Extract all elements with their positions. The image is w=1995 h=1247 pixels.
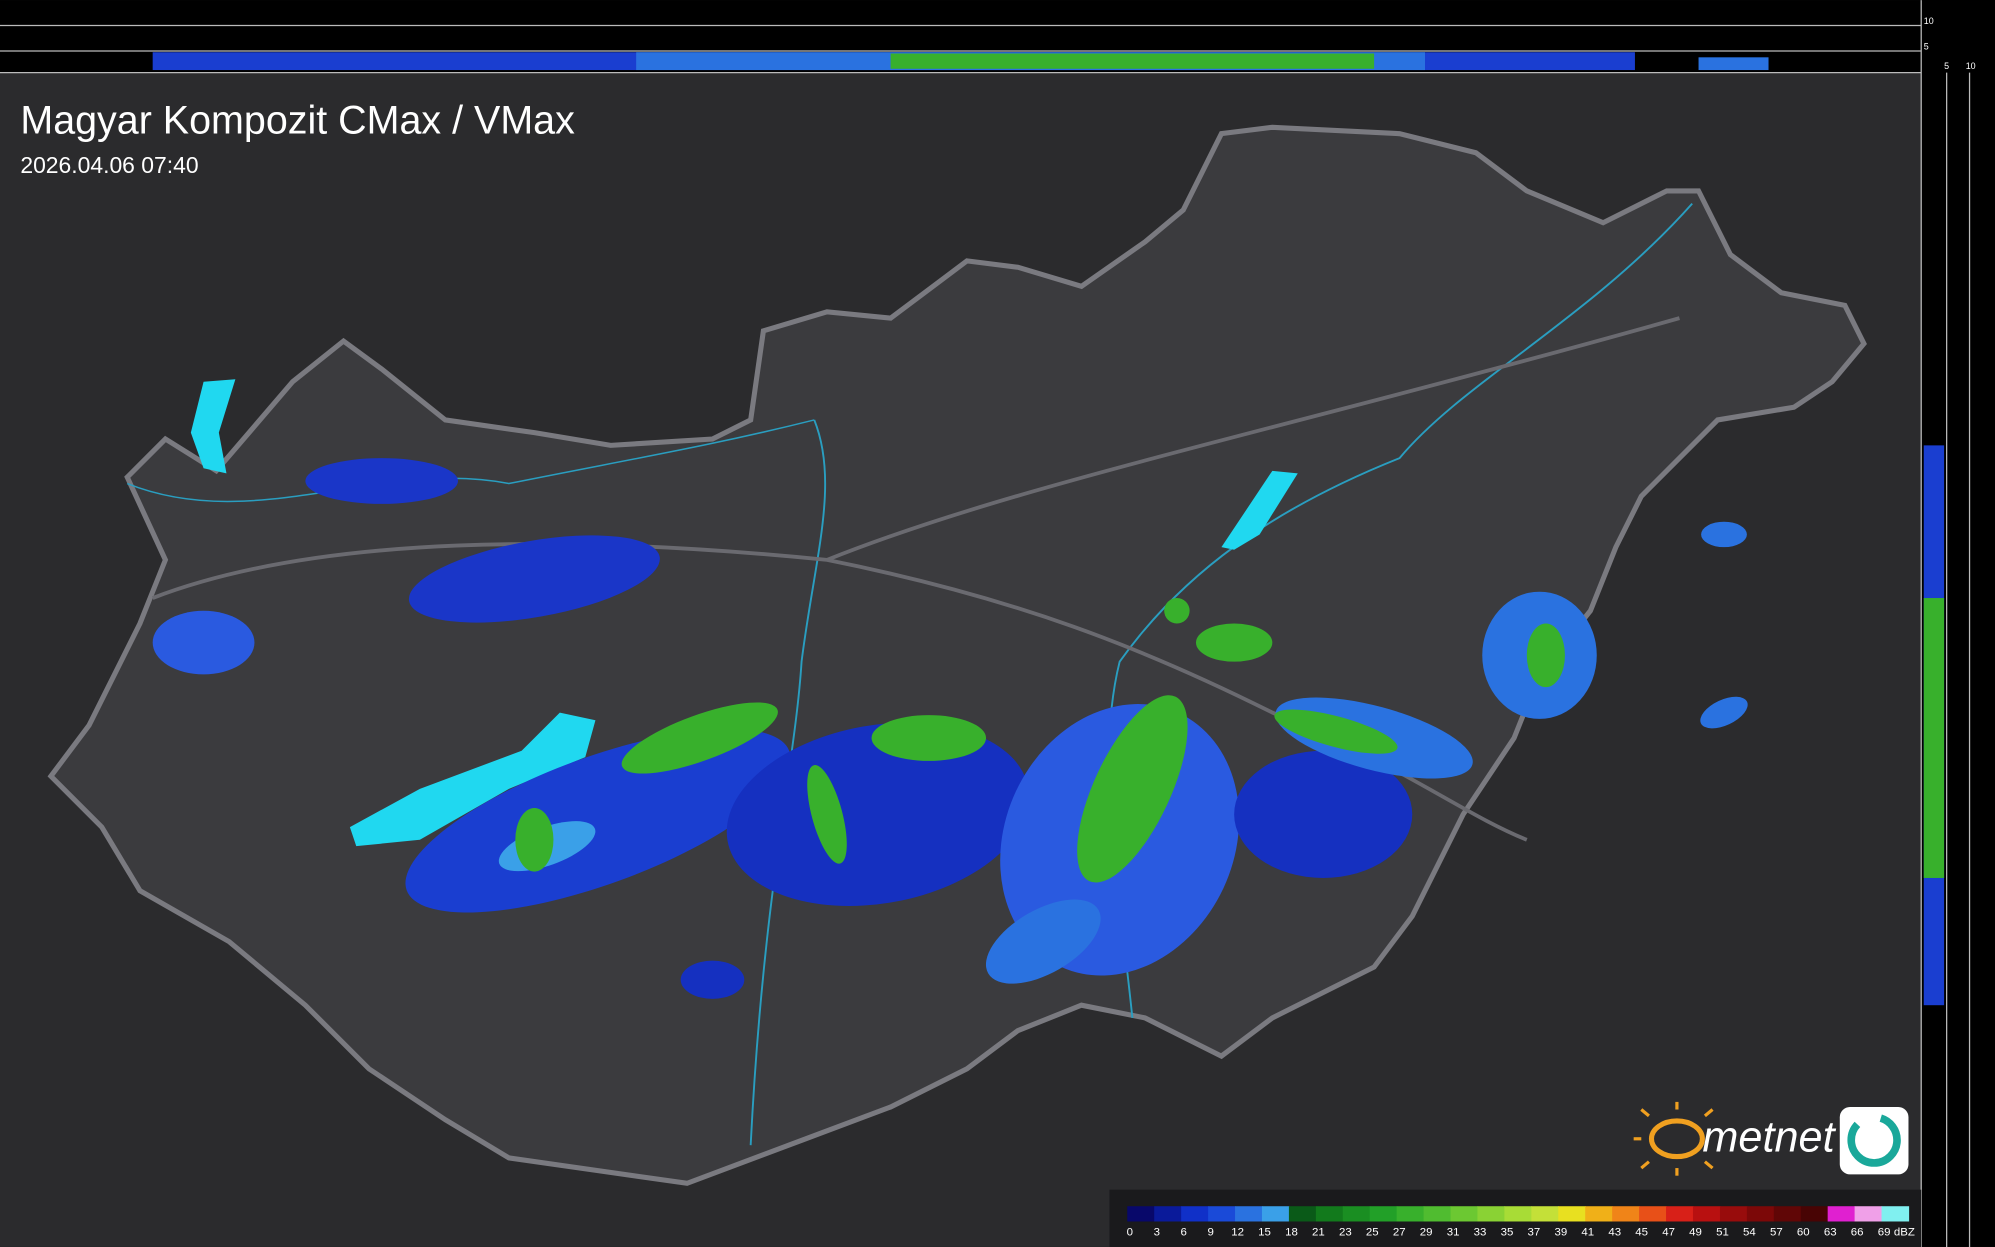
profile-label: 10 [1924,16,1934,26]
legend-label: 0 [1127,1226,1133,1238]
legend-swatch [1450,1206,1479,1222]
legend-swatch [1531,1206,1559,1222]
legend-swatch [1288,1206,1317,1222]
legend-swatch [1261,1206,1290,1222]
legend-label: 35 [1501,1226,1514,1238]
legend-swatch [1612,1206,1640,1222]
lake-balaton [349,712,596,847]
legend-swatch [1504,1206,1532,1222]
radar-echoes [152,458,1748,999]
legend-swatch [1558,1206,1586,1222]
legend-label: 47 [1662,1226,1675,1238]
legend: 0 3 6 9 12 15 18 21 23 25 27 29 31 33 35 37 39 41 43 45 47 49… [1127,1206,1915,1238]
legend-swatch [1881,1206,1910,1222]
legend-swatch [1235,1206,1263,1222]
legend-swatch [1800,1206,1829,1222]
legend-label: 54 [1743,1226,1756,1238]
legend-swatch [1827,1206,1856,1222]
legend-label: 69 [1878,1226,1891,1238]
legend-swatch [1692,1206,1721,1222]
profile-echo [1923,598,1945,878]
legend-label: 33 [1474,1226,1487,1238]
legend-swatch [1396,1206,1425,1222]
logo-text: metnet [1702,1114,1836,1162]
legend-swatch [1477,1206,1506,1222]
legend-label: 51 [1716,1226,1729,1238]
legend-swatch [1315,1206,1344,1222]
legend-label: 9 [1207,1226,1213,1238]
legend-label: 21 [1312,1226,1325,1238]
legend-label: 18 [1285,1226,1298,1238]
legend-label: 6 [1181,1226,1187,1238]
legend-label: 66 [1851,1226,1864,1238]
legend-label: 49 [1689,1226,1702,1238]
legend-unit: dBZ [1894,1226,1915,1238]
profile-label: 5 [1944,61,1949,71]
legend-swatch [1154,1206,1182,1222]
legend-swatch [1585,1206,1613,1222]
legend-swatch [1746,1206,1775,1222]
legend-label: 12 [1231,1226,1244,1238]
river [126,419,815,503]
legend-swatch [1639,1206,1667,1222]
legend-label: 43 [1608,1226,1621,1238]
legend-label: 57 [1770,1226,1783,1238]
legend-label: 63 [1824,1226,1837,1238]
legend-label: 15 [1258,1226,1271,1238]
legend-label: 41 [1581,1226,1594,1238]
road [826,316,1680,562]
legend-swatch [1423,1206,1452,1222]
legend-swatch [1208,1206,1236,1222]
profile-echo [890,53,1375,69]
legend-swatch [1342,1206,1371,1222]
profile-label: 10 [1966,61,1976,71]
legend-label: 3 [1154,1226,1160,1238]
legend-label: 27 [1393,1226,1406,1238]
river [749,419,827,1146]
legend-swatch [1719,1206,1748,1222]
lake-tisza [1221,470,1298,550]
title: Magyar Kompozit CMax / VMax [20,99,575,143]
legend-label: 25 [1366,1226,1379,1238]
legend-label: 39 [1554,1226,1567,1238]
legend-label: 37 [1528,1226,1541,1238]
legend-swatch [1127,1206,1155,1222]
legend-label: 29 [1420,1226,1433,1238]
legend-swatch [1181,1206,1209,1222]
profile-label: 5 [1924,42,1929,52]
timestamp: 2026.04.06 07:40 [20,152,198,178]
legend-label: 23 [1339,1226,1352,1238]
profile-echo [1698,57,1769,71]
legend-swatch [1666,1206,1694,1222]
legend-swatch [1854,1206,1883,1222]
legend-label: 60 [1797,1226,1810,1238]
lake [190,379,236,474]
legend-swatch [1369,1206,1398,1222]
legend-swatch [1773,1206,1802,1222]
logo: metnet [1633,1101,1909,1176]
legend-label: 31 [1447,1226,1460,1238]
legend-label: 45 [1635,1226,1648,1238]
